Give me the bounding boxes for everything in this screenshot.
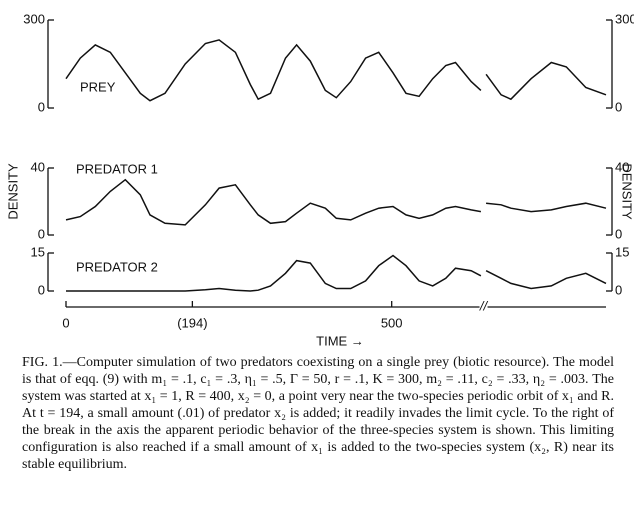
axis-break: // — [479, 298, 489, 313]
y-label-right: DENSITY — [620, 163, 634, 220]
y-tick-label-right: 0 — [615, 282, 622, 297]
line-series — [65, 178, 607, 226]
y-tick-label: 40 — [31, 159, 45, 174]
y-label: DENSITY — [5, 163, 20, 220]
y-tick-label-right: 0 — [615, 99, 622, 114]
y-tick-label: 0 — [38, 282, 45, 297]
line-series — [66, 254, 607, 292]
panel-label: PREDATOR 1 — [76, 161, 158, 176]
y-tick-label: 300 — [23, 11, 45, 26]
x-tick-label: (194) — [177, 315, 207, 330]
line-series — [65, 39, 607, 102]
x-tick-label: 0 — [62, 315, 69, 330]
figure: 0 0 300 300 PREY 0 0 40 40 PREDATOR 1 DENSITY DENSI… — [5, 11, 634, 348]
panel-label: PREDATOR 2 — [76, 259, 158, 274]
y-tick-label-right: 40 — [615, 159, 629, 174]
panel-label: PREY — [80, 79, 116, 94]
x-label: TIME → — [316, 333, 364, 348]
y-tick-label: 0 — [38, 99, 45, 114]
y-tick-label-right: 15 — [615, 244, 629, 259]
x-tick-label: 500 — [381, 315, 403, 330]
y-tick-label-right: 0 — [615, 226, 622, 241]
y-tick-label: 0 — [38, 226, 45, 241]
caption: FIG. 1.—Computer simulation of two preda… — [22, 355, 614, 472]
y-tick-label-right: 300 — [615, 11, 634, 26]
y-tick-label: 15 — [31, 244, 45, 259]
